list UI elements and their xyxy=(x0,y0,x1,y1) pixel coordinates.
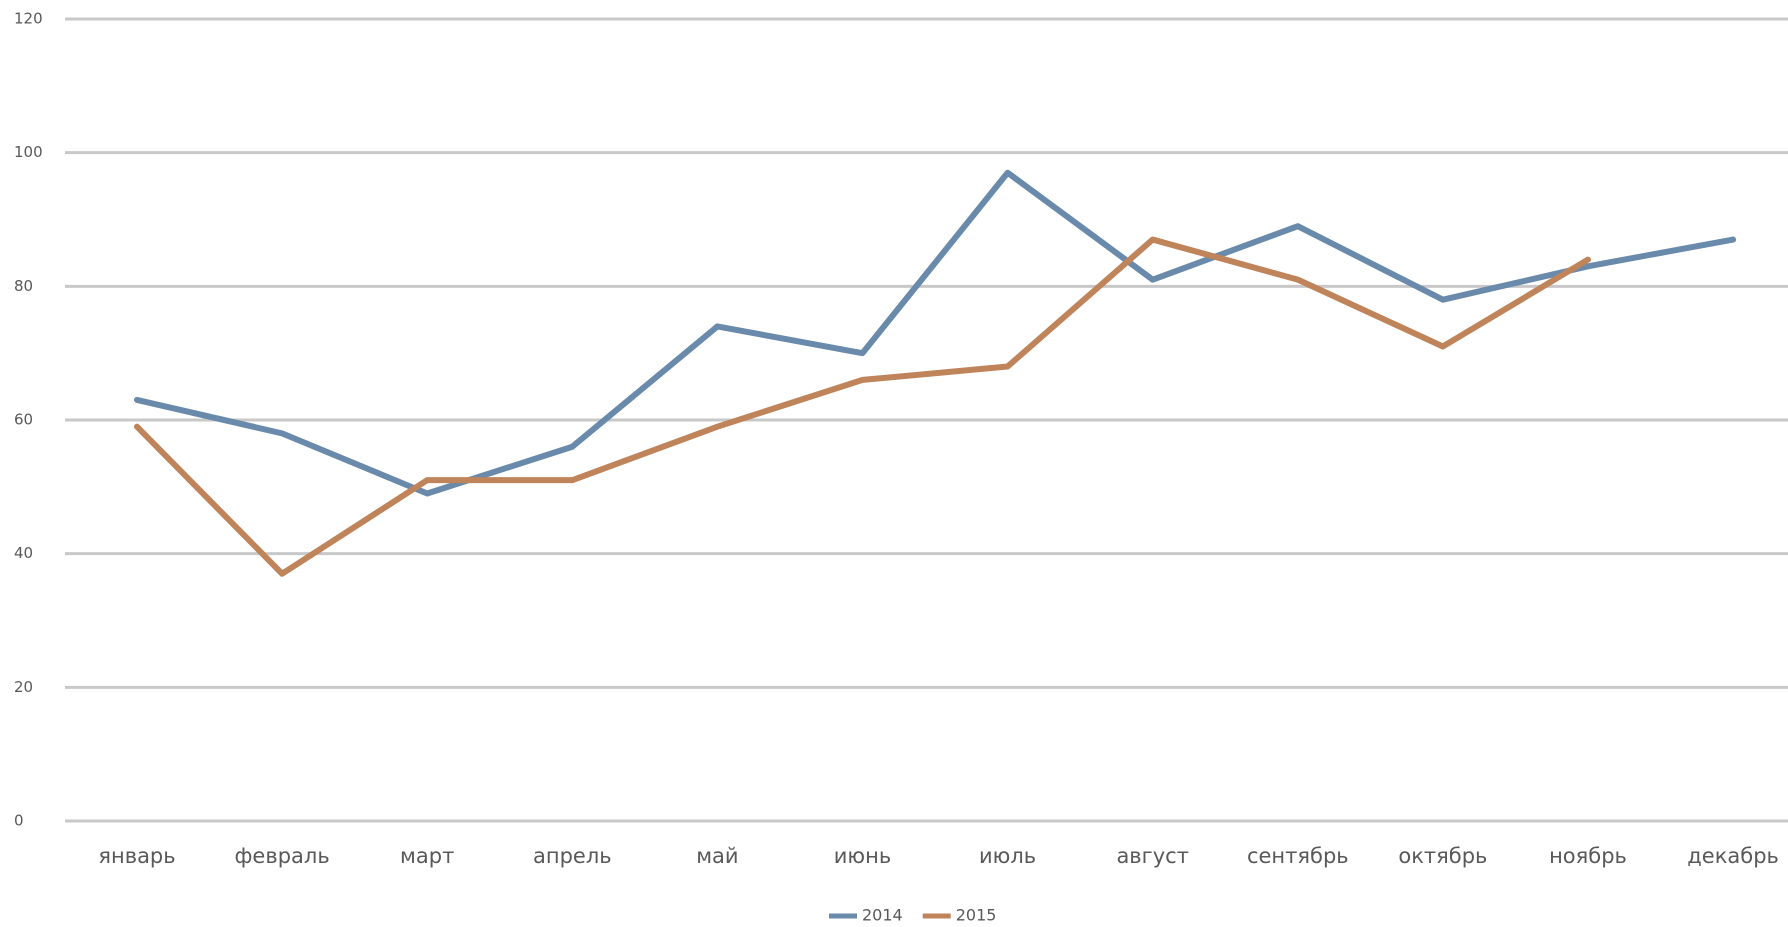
y-tick-label: 0 xyxy=(14,812,24,830)
x-tick-label: август xyxy=(1116,844,1189,868)
legend-label: 2014 xyxy=(862,906,903,925)
y-tick-label: 40 xyxy=(14,544,33,562)
x-tick-label: сентябрь xyxy=(1247,844,1349,868)
y-tick-label: 80 xyxy=(14,277,33,295)
legend-label: 2015 xyxy=(956,906,997,925)
x-tick-label: апрель xyxy=(533,844,612,868)
y-tick-label: 20 xyxy=(14,678,33,696)
x-tick-label: февраль xyxy=(234,844,329,868)
x-tick-label: октябрь xyxy=(1398,844,1487,868)
x-tick-label: март xyxy=(400,844,454,868)
series-line xyxy=(134,169,1737,497)
y-tick-label: 120 xyxy=(14,10,43,28)
y-tick-label: 60 xyxy=(14,411,33,429)
series-line xyxy=(134,236,1591,577)
x-tick-label: декабрь xyxy=(1687,844,1779,868)
y-tick-label: 100 xyxy=(14,143,43,161)
x-tick-label: ноябрь xyxy=(1549,844,1627,868)
x-tick-label: июнь xyxy=(834,844,891,868)
x-tick-label: июль xyxy=(979,844,1036,868)
x-tick-label: май xyxy=(696,844,738,868)
x-tick-label: январь xyxy=(98,844,175,868)
